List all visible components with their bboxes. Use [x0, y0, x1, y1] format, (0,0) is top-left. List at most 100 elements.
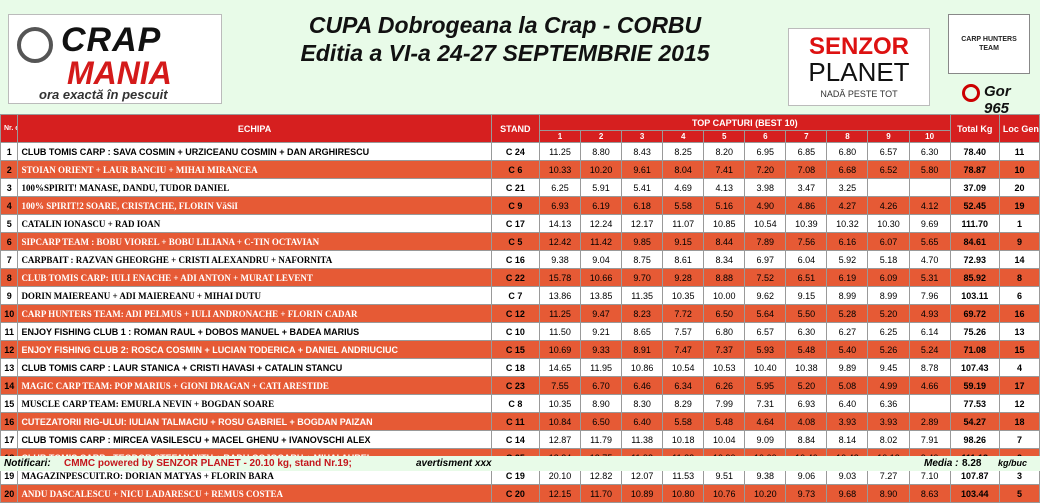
- capture-weight: 10.33: [538, 160, 582, 179]
- capture-weight: 4.99: [867, 376, 910, 395]
- capture-col-header: 7: [785, 130, 828, 143]
- stand-code: C 14: [490, 430, 540, 449]
- capture-weight: 11.79: [580, 430, 623, 449]
- capture-weight: 14.13: [538, 214, 582, 233]
- general-place: 20: [998, 178, 1040, 197]
- team-name: CLUB TOMIS CARP : MIRCEA VASILESCU + MAC…: [17, 430, 492, 449]
- stand-code: C 24: [490, 142, 540, 161]
- row-number: 7: [0, 250, 19, 269]
- capture-weight: 6.36: [867, 394, 910, 413]
- row-number: 11: [0, 322, 19, 341]
- general-place: 6: [998, 286, 1040, 305]
- total-kg: 84.61: [949, 232, 1000, 251]
- total-kg: 71.08: [949, 340, 1000, 359]
- senzor-planet-logo-tagline: NADĂ PESTE TOT: [820, 89, 898, 99]
- capture-weight: 9.21: [580, 322, 623, 341]
- capture-weight: 7.20: [744, 160, 787, 179]
- general-place: 9: [998, 232, 1040, 251]
- team-name: CARPBAIT : RAZVAN GHEORGHE + CRISTI ALEX…: [17, 250, 492, 269]
- capture-weight: 9.15: [662, 232, 705, 251]
- capture-weight: 4.70: [908, 250, 951, 269]
- general-place: 5: [998, 484, 1040, 503]
- total-kg: 77.53: [949, 394, 1000, 413]
- table-row: 13 CLUB TOMIS CARP : LAUR STANICA + CRIST…: [0, 358, 1040, 377]
- capture-weight: 5.48: [703, 412, 746, 431]
- capture-weight: 10.54: [662, 358, 705, 377]
- col-header-nr: Nr. ort.: [0, 114, 19, 143]
- stand-code: C 8: [490, 394, 540, 413]
- capture-weight: 11.70: [580, 484, 623, 503]
- standings-body: 1 CLUB TOMIS CARP : SAVA COSMIN + URZICEA…: [0, 142, 1040, 503]
- capture-weight: 5.95: [744, 376, 787, 395]
- carp-hunters-logo-text: CARP HUNTERS TEAM: [961, 36, 1017, 52]
- capture-weight: 5.40: [826, 340, 869, 359]
- capture-weight: 4.64: [744, 412, 787, 431]
- stand-code: C 20: [490, 484, 540, 503]
- capture-weight: 12.17: [621, 214, 664, 233]
- team-name: CATALIN IONASCU + RAD IOAN: [17, 214, 492, 233]
- capture-col-header: 3: [621, 130, 664, 143]
- capture-weight: 8.63: [908, 484, 951, 503]
- capture-weight: 4.93: [908, 304, 951, 323]
- team-name: CLUB TOMIS CARP : SAVA COSMIN + URZICEAN…: [17, 142, 492, 161]
- capture-weight: 9.73: [785, 484, 828, 503]
- media-unit: kg/buc: [998, 458, 1028, 468]
- media-value: 8.28: [962, 458, 982, 469]
- capture-weight: 3.98: [744, 178, 787, 197]
- table-row: 12 ENJOY FISHING CLUB 2: ROSCA COSMIN + L…: [0, 340, 1040, 359]
- team-name: MUSCLE CARP TEAM: EMURLA NEVIN + BOGDAN …: [17, 394, 492, 413]
- row-number: 20: [0, 484, 19, 503]
- senzor-planet-logo-line2: PLANET: [808, 57, 910, 87]
- capture-weight: 8.25: [662, 142, 705, 161]
- senzor-planet-logo: SENZOR PLANET NADĂ PESTE TOT: [788, 28, 930, 106]
- table-row: 10 CARP HUNTERS TEAM: ADI PELMUS + IULI A…: [0, 304, 1040, 323]
- capture-weight: 4.26: [867, 196, 910, 215]
- capture-weight: 4.69: [662, 178, 705, 197]
- stand-code: C 23: [490, 376, 540, 395]
- capture-weight: [867, 178, 910, 197]
- table-row: 14 MAGIC CARP TEAM: POP MARIUS + GIONI DR…: [0, 376, 1040, 395]
- capture-weight: 4.66: [908, 376, 951, 395]
- general-place: 7: [998, 430, 1040, 449]
- col-header-total: Total Kg: [949, 114, 1000, 143]
- capture-weight: 6.85: [785, 142, 828, 161]
- general-place: 15: [998, 340, 1040, 359]
- capture-weight: 8.34: [703, 250, 746, 269]
- capture-weight: 5.92: [826, 250, 869, 269]
- row-number: 1: [0, 142, 19, 161]
- row-number: 15: [0, 394, 19, 413]
- row-number: 9: [0, 286, 19, 305]
- table-row: 20 ANDU DASCALESCU + NICU LADARESCU + REM…: [0, 484, 1040, 503]
- stand-code: C 7: [490, 286, 540, 305]
- capture-weight: 7.99: [703, 394, 746, 413]
- total-kg: 72.93: [949, 250, 1000, 269]
- event-subtitle: Editia a VI-a 24-27 SEPTEMBRIE 2015: [300, 40, 710, 66]
- capture-weight: 5.41: [621, 178, 664, 197]
- capture-weight: 8.23: [621, 304, 664, 323]
- row-number: 5: [0, 214, 19, 233]
- capture-weight: 11.07: [662, 214, 705, 233]
- stand-code: C 6: [490, 160, 540, 179]
- capture-weight: 5.93: [744, 340, 787, 359]
- capture-weight: 8.75: [621, 250, 664, 269]
- total-kg: 59.19: [949, 376, 1000, 395]
- capture-weight: 11.42: [580, 232, 623, 251]
- capture-weight: 6.04: [785, 250, 828, 269]
- capture-weight: 6.25: [867, 322, 910, 341]
- capture-weight: 8.43: [621, 142, 664, 161]
- capture-weight: 5.20: [867, 304, 910, 323]
- carp-hunters-logo: CARP HUNTERS TEAM: [948, 14, 1030, 74]
- capture-weight: 7.96: [908, 286, 951, 305]
- capture-weight: 10.86: [621, 358, 664, 377]
- col-header-team: ECHIPA: [17, 114, 492, 143]
- capture-weight: 5.20: [785, 376, 828, 395]
- media-label: Media :: [924, 458, 959, 469]
- general-place: 19: [998, 196, 1040, 215]
- capture-weight: 6.68: [826, 160, 869, 179]
- capture-weight: 4.13: [703, 178, 746, 197]
- capture-weight: 8.44: [703, 232, 746, 251]
- crapmania-logo: CRAP MANIA ora exactă în pescuit: [8, 14, 222, 104]
- table-row: 6 SIPCARP TEAM : BOBU VIOREL + BOBU LILIA…: [0, 232, 1040, 251]
- capture-weight: 10.20: [580, 160, 623, 179]
- capture-weight: 11.38: [621, 430, 664, 449]
